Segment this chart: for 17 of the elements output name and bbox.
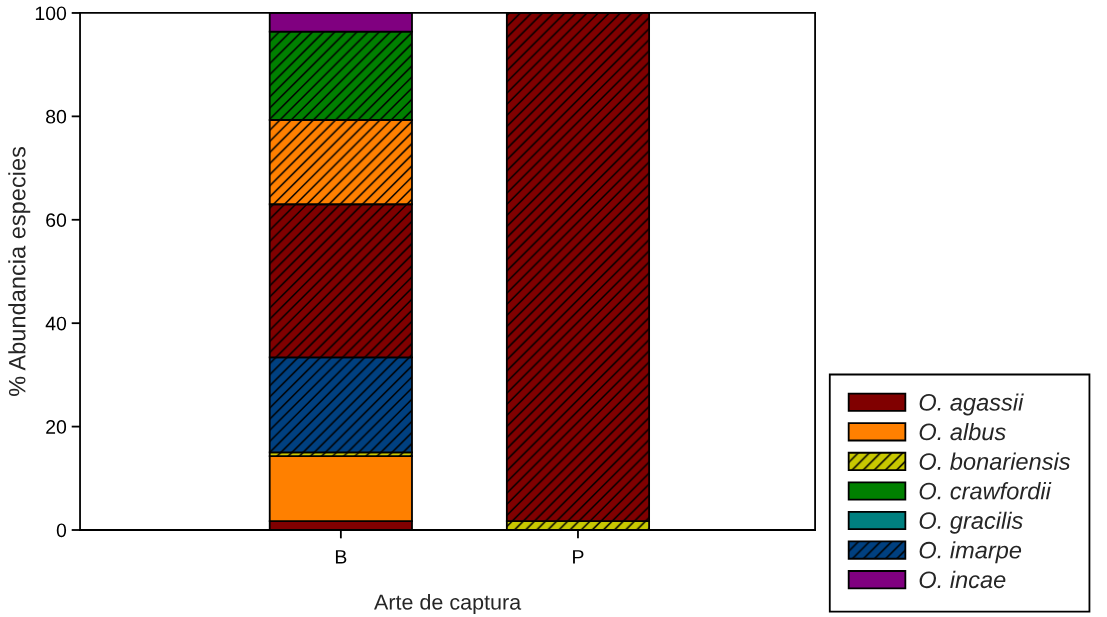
x-tick-label: P	[573, 550, 584, 564]
y-tick-label: 0	[56, 523, 67, 538]
y-tick-label: 100	[35, 6, 67, 21]
x-tick-label: B	[335, 550, 347, 564]
legend-label: O. gracilis	[919, 511, 1023, 534]
legend-label: O. albus	[919, 422, 1006, 441]
y-tick-label: 40	[45, 316, 67, 331]
legend-label: O. imarpe	[919, 541, 1022, 564]
y-tick-label: 20	[46, 420, 67, 434]
y-axis-title: % Abundancia especies	[8, 146, 31, 396]
legend-label: O. crawfordii	[919, 482, 1052, 500]
y-tick-label: 80	[46, 109, 67, 124]
x-axis-title: Arte de captura	[374, 593, 522, 615]
legend-label: O. bonariensis	[919, 452, 1071, 470]
legend-label: O. incae	[919, 570, 1006, 589]
y-tick-label: 60	[46, 213, 67, 228]
legend-label: O. agassii	[919, 393, 1024, 416]
